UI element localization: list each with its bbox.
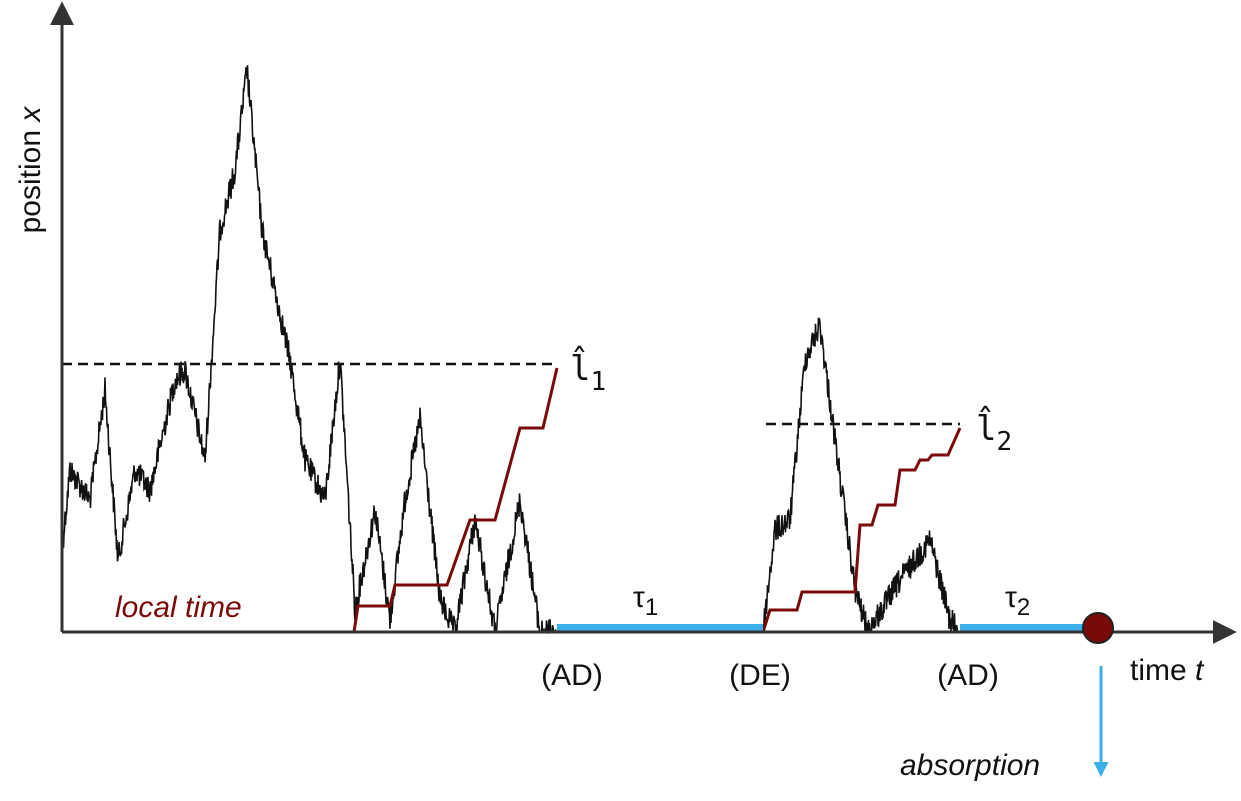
random-walk: [61, 65, 557, 635]
absorption-point: [1082, 612, 1114, 644]
y-axis-label: position x: [14, 106, 47, 234]
duration-label: τ1: [633, 581, 658, 621]
phase-label: (AD): [937, 659, 999, 692]
local-time-label: local time: [115, 591, 242, 624]
x-axis-label: time t: [1130, 654, 1205, 687]
local-time-curve: [761, 427, 962, 633]
local-time-curve: [62, 367, 559, 634]
duration-label: τ2: [1005, 581, 1030, 621]
phase-label: (DE): [729, 659, 791, 692]
threshold-label: l̂2: [976, 406, 1012, 457]
absorption-label: absorption: [900, 749, 1040, 782]
phase-label: (AD): [541, 659, 603, 692]
trajectory: [61, 65, 960, 635]
random-walk: [762, 317, 960, 633]
threshold-label: l̂1: [570, 346, 606, 397]
